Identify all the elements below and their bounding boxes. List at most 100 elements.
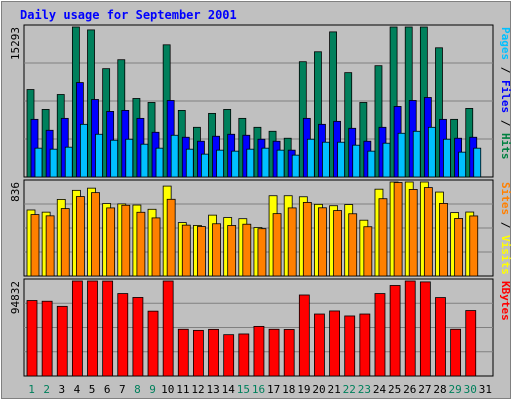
bar-kbytes-day-27	[419, 281, 431, 377]
y-max-label: 836	[9, 182, 22, 202]
bar-hits-day-21	[329, 31, 337, 178]
bar-pages-day-10	[170, 134, 179, 178]
legend-entry: Visits	[499, 235, 512, 275]
bar-kbytes-day-2	[41, 300, 53, 377]
bar-kbytes-day-10	[162, 280, 174, 377]
bar-pages-day-18	[291, 154, 300, 178]
x-tick-label: 26	[403, 383, 416, 396]
bar-sites-day-1	[30, 214, 40, 277]
bar-sites-day-4	[75, 196, 85, 277]
bar-sites-day-14	[227, 225, 237, 277]
bar-sites-day-5	[91, 192, 100, 277]
bar-sites-day-7	[121, 204, 131, 277]
bar-pages-day-22	[352, 144, 361, 178]
bar-kbytes-day-7	[117, 293, 129, 377]
x-tick-label: 6	[104, 383, 111, 396]
bar-sites-day-9	[151, 217, 161, 277]
bar-hits-day-23	[359, 102, 368, 178]
bar-pages-day-19	[306, 138, 315, 178]
bar-kbytes-day-29	[450, 328, 462, 377]
legend-entry: /	[499, 60, 512, 80]
x-tick-label: 4	[74, 383, 81, 396]
bar-pages-day-14	[231, 150, 240, 178]
bar-kbytes-day-12	[193, 329, 204, 377]
bar-pages-day-28	[443, 138, 451, 178]
bar-sites-day-11	[181, 224, 191, 277]
legend-entry: /	[499, 215, 512, 235]
bar-kbytes-day-16	[253, 325, 265, 377]
bar-sites-day-22	[348, 213, 358, 277]
bar-kbytes-day-23	[359, 313, 371, 377]
bar-pages-day-8	[140, 143, 149, 178]
bar-sites-day-24	[378, 198, 388, 277]
x-tick-label: 22	[343, 383, 356, 396]
x-tick-label: 10	[161, 383, 174, 396]
bar-kbytes-day-17	[268, 328, 280, 377]
bar-kbytes-day-9	[147, 310, 159, 377]
bar-kbytes-day-21	[329, 310, 340, 377]
bar-pages-day-9	[155, 147, 164, 178]
panel-visits-sites: 836 Sites / Visits	[9, 179, 512, 277]
bar-sites-day-26	[408, 189, 418, 277]
x-axis-labels: 1 2 3 4 5 6 7 8 9 10 11 12 13 14 15 16 17 18 19 20 21 22 23 24 2…	[28, 383, 492, 396]
bar-kbytes-day-4	[71, 280, 83, 377]
bar-kbytes-day-15	[238, 333, 250, 377]
bar-sites-day-3	[60, 208, 70, 277]
series-legend: Pages / Files / Hits	[499, 27, 512, 160]
x-tick-label: 30	[464, 383, 477, 396]
x-tick-label: 3	[59, 383, 66, 396]
x-tick-label: 19	[297, 383, 310, 396]
bar-pages-day-3	[64, 146, 73, 178]
bar-pages-day-25	[397, 132, 406, 178]
bar-hits-day-22	[344, 72, 353, 178]
legend-entry: /	[499, 113, 512, 133]
bar-kbytes-day-28	[435, 297, 446, 377]
bar-sites-day-21	[333, 210, 342, 277]
bar-sites-day-30	[469, 215, 479, 277]
x-tick-label: 11	[176, 383, 189, 396]
bar-sites-day-13	[212, 223, 221, 277]
x-tick-label: 27	[418, 383, 431, 396]
bar-pages-day-12	[201, 153, 209, 178]
bar-kbytes-day-13	[208, 328, 219, 377]
bar-kbytes-day-18	[283, 329, 295, 377]
bar-pages-day-27	[427, 126, 436, 178]
x-tick-label: 31	[479, 383, 492, 396]
legend-entry: Hits	[499, 133, 512, 160]
bar-hits-day-20	[314, 51, 322, 178]
bar-pages-day-5	[95, 133, 103, 178]
bar-sites-day-27	[423, 187, 433, 277]
x-tick-label: 1	[28, 383, 35, 396]
bar-kbytes-day-22	[344, 315, 356, 377]
bar-kbytes-day-6	[102, 280, 114, 377]
bar-sites-day-29	[454, 218, 464, 277]
bar-pages-day-6	[110, 139, 119, 178]
legend-entry: Sites	[499, 182, 512, 215]
chart-panels: 15293 Pages / Files / Hits 836 Sites / Visi…	[9, 24, 512, 377]
bar-hits-day-28	[435, 47, 443, 178]
x-tick-label: 29	[449, 383, 462, 396]
x-tick-label: 21	[328, 383, 341, 396]
bar-sites-day-2	[45, 215, 55, 277]
bar-kbytes-day-3	[56, 305, 68, 377]
bar-kbytes-day-11	[177, 328, 189, 377]
series-legend: Sites / Visits	[499, 182, 512, 275]
bar-sites-day-17	[272, 213, 282, 277]
x-tick-label: 18	[282, 383, 295, 396]
x-tick-label: 9	[149, 383, 156, 396]
bar-sites-day-12	[197, 226, 206, 277]
x-tick-label: 5	[89, 383, 96, 396]
x-tick-label: 23	[358, 383, 371, 396]
bar-pages-day-11	[185, 148, 194, 178]
x-tick-label: 13	[206, 383, 219, 396]
bar-sites-day-25	[393, 182, 403, 277]
bar-sites-day-16	[257, 228, 267, 277]
bar-hits-day-25	[389, 26, 398, 178]
bar-pages-day-29	[458, 151, 467, 178]
bar-pages-day-2	[49, 148, 58, 178]
bar-pages-day-26	[412, 130, 421, 178]
bar-pages-day-1	[34, 147, 43, 178]
x-tick-label: 2	[43, 383, 50, 396]
bar-kbytes-day-30	[465, 310, 477, 377]
